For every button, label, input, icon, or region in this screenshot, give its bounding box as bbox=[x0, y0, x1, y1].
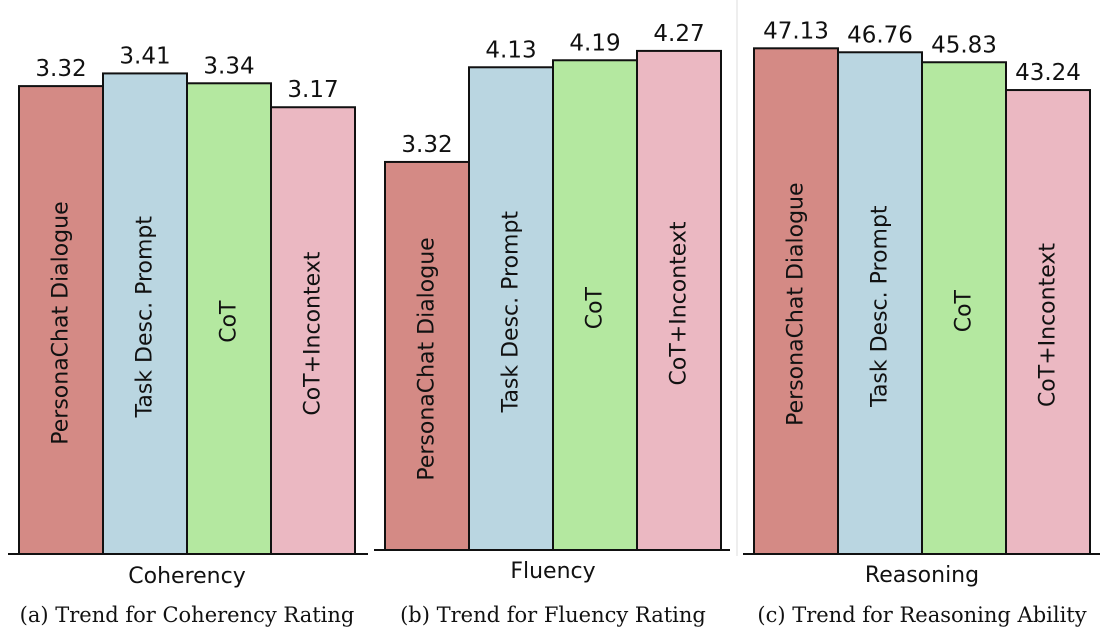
x-axis-label-coherency: Coherency bbox=[128, 564, 245, 589]
category-label-fluency-task-desc-prompt: Task Desc. Prompt bbox=[499, 211, 524, 414]
bar-fluency-task-desc-prompt bbox=[468, 66, 554, 551]
category-label-coherency-cot-incontext: CoT+Incontext bbox=[301, 251, 326, 415]
category-label-reasoning-personachat-dialogue: PersonaChat Dialogue bbox=[784, 182, 809, 425]
data-label-reasoning-task-desc-prompt: 46.76 bbox=[847, 22, 913, 48]
caption-coherency: (a) Trend for Coherency Rating bbox=[20, 603, 355, 627]
category-label-fluency-cot-incontext: CoT+Incontext bbox=[667, 221, 692, 385]
x-axis-label-fluency: Fluency bbox=[510, 559, 595, 584]
category-label-coherency-personachat-dialogue: PersonaChat Dialogue bbox=[49, 201, 74, 444]
category-label-coherency-task-desc-prompt: Task Desc. Prompt bbox=[133, 216, 158, 419]
data-label-reasoning-cot: 45.83 bbox=[931, 32, 997, 58]
bar-coherency-cot-incontext bbox=[270, 106, 356, 555]
category-label-fluency-personachat-dialogue: PersonaChat Dialogue bbox=[415, 237, 440, 480]
data-label-fluency-cot-incontext: 4.27 bbox=[653, 21, 704, 47]
data-label-fluency-task-desc-prompt: 4.13 bbox=[485, 37, 536, 63]
bar-reasoning-task-desc-prompt bbox=[837, 51, 923, 555]
data-label-fluency-cot: 4.19 bbox=[569, 30, 620, 56]
data-label-coherency-task-desc-prompt: 3.41 bbox=[119, 43, 170, 69]
bar-reasoning-personachat-dialogue bbox=[753, 47, 839, 555]
caption-fluency: (b) Trend for Fluency Rating bbox=[400, 603, 706, 627]
bar-coherency-task-desc-prompt bbox=[102, 72, 188, 556]
category-label-coherency-cot: CoT bbox=[217, 300, 242, 343]
category-label-fluency-cot: CoT bbox=[583, 286, 608, 329]
data-label-coherency-personachat-dialogue: 3.32 bbox=[35, 56, 86, 82]
bar-fluency-cot bbox=[552, 59, 638, 552]
category-label-reasoning-cot: CoT bbox=[952, 289, 977, 332]
data-label-reasoning-personachat-dialogue: 47.13 bbox=[763, 18, 829, 44]
data-label-coherency-cot-incontext: 3.17 bbox=[287, 77, 338, 103]
data-label-coherency-cot: 3.34 bbox=[203, 53, 254, 79]
bar-reasoning-cot-incontext bbox=[1005, 89, 1091, 555]
category-label-reasoning-task-desc-prompt: Task Desc. Prompt bbox=[868, 205, 893, 408]
data-label-fluency-personachat-dialogue: 3.32 bbox=[401, 132, 452, 158]
caption-reasoning: (c) Trend for Reasoning Ability bbox=[757, 603, 1086, 627]
x-axis-label-reasoning: Reasoning bbox=[865, 563, 979, 588]
category-label-reasoning-cot-incontext: CoT+Incontext bbox=[1036, 243, 1061, 407]
data-label-reasoning-cot-incontext: 43.24 bbox=[1015, 60, 1081, 86]
